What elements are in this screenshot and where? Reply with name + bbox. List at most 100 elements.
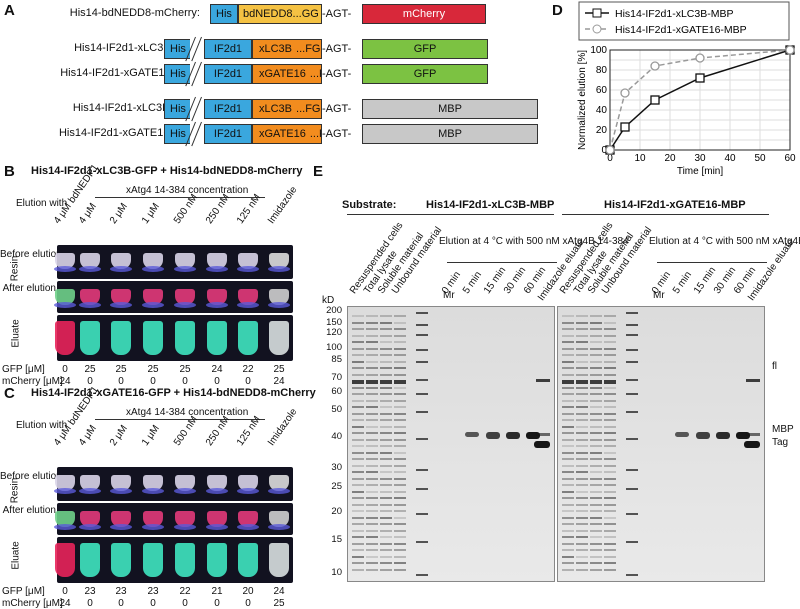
gfp-segment: GFP [362, 64, 488, 84]
resin-bed [110, 302, 132, 308]
gel-band [590, 503, 602, 506]
time-lane-label: 0 min [439, 269, 464, 296]
gel-band [576, 393, 588, 395]
gel-band [380, 438, 392, 441]
gel-band [366, 484, 378, 486]
gel-band [380, 393, 392, 395]
gel-band [562, 315, 574, 317]
atg8-segment: xGATE16...FG [252, 124, 322, 144]
gel-band [562, 542, 574, 545]
marker-band [416, 312, 428, 314]
gel-band [380, 523, 392, 525]
gel-band [352, 367, 364, 369]
gel-band [380, 477, 392, 480]
gel-band [590, 549, 602, 551]
gel-band [604, 529, 616, 532]
atg8-segment: xLC3B ...FG [252, 99, 322, 119]
elution-rule [657, 262, 767, 263]
tube [238, 511, 258, 527]
mcherry-value: 0 [214, 376, 220, 387]
gel-band [380, 445, 392, 447]
cterm-motif: ...FG [296, 103, 321, 115]
plot-frame [609, 49, 791, 151]
data-point-circle [695, 53, 705, 63]
gel-band [590, 562, 602, 564]
tube [269, 543, 289, 577]
gel-band [394, 373, 406, 376]
resin-bed [237, 302, 259, 308]
gel-band [576, 549, 588, 551]
gel-band [576, 347, 588, 350]
concentration-rule [95, 419, 265, 420]
concentration-rule [95, 197, 265, 198]
gel-band [590, 568, 602, 571]
gel-band [604, 334, 616, 337]
agt-linker: -AGT- [322, 103, 352, 115]
gel-band [590, 464, 602, 467]
time-lane-label: 5 min [460, 269, 485, 296]
row-label-after: After elution [2, 505, 56, 516]
resin-bed [54, 302, 76, 308]
kd-tick-label: 100 [326, 342, 342, 353]
gel-band [604, 412, 616, 415]
tube [207, 253, 227, 269]
if2d1-segment: IF2d1 [204, 124, 252, 144]
gel-band [352, 438, 364, 441]
mcherry-value: 0 [245, 598, 251, 609]
tube [207, 475, 227, 491]
gel-band [352, 419, 364, 421]
mbp-band [536, 433, 550, 436]
gel-band [576, 380, 588, 384]
gel-band [394, 438, 406, 441]
y-tick-label: 100 [590, 45, 607, 56]
resin-bed [206, 302, 228, 308]
gel-band [562, 367, 574, 369]
gel-band [352, 503, 364, 506]
gel-band [366, 412, 378, 415]
gel-band [604, 549, 616, 551]
resin-bed [54, 524, 76, 530]
tube [207, 321, 227, 355]
gel-band [380, 536, 392, 538]
gel-band [590, 321, 602, 324]
tube [111, 289, 131, 305]
tube [143, 543, 163, 577]
gel-band [380, 386, 392, 389]
tube [238, 321, 258, 355]
gfp-value: 21 [211, 586, 223, 597]
gel-band [604, 445, 616, 447]
marker-band [416, 411, 428, 413]
gel-band [562, 568, 574, 571]
tube [175, 253, 195, 269]
gel-band [590, 315, 602, 317]
gel-band [590, 328, 602, 330]
gel-band [562, 503, 574, 506]
cterm-motif: ...FG [309, 68, 321, 80]
gel-band [604, 542, 616, 545]
column-label: 2 μM [107, 201, 130, 226]
gel-band [562, 458, 574, 460]
row-label-before: Before elution [0, 249, 62, 260]
gel-band [394, 315, 406, 317]
gel-band [366, 477, 378, 480]
marker-band [416, 469, 428, 471]
gel-band [352, 523, 364, 525]
legend-label: His14-IF2d1-xGATE16-MBP [615, 24, 747, 36]
gel-band [590, 367, 602, 369]
gel-band [562, 393, 574, 395]
gel-band [394, 503, 406, 506]
gel-band [366, 451, 378, 454]
gel-band [366, 516, 378, 519]
mbp-band [716, 432, 730, 439]
gel-band [576, 555, 588, 558]
gel-band [366, 367, 378, 369]
gel-band [352, 451, 364, 454]
gel-band [576, 373, 588, 376]
resin-bed [79, 524, 101, 530]
tube [80, 289, 100, 305]
data-point-square [695, 73, 705, 83]
gel-band [380, 399, 392, 402]
elution-with-label: Elution with [16, 198, 68, 209]
marker-band [626, 488, 638, 490]
resin-bed [268, 488, 290, 494]
